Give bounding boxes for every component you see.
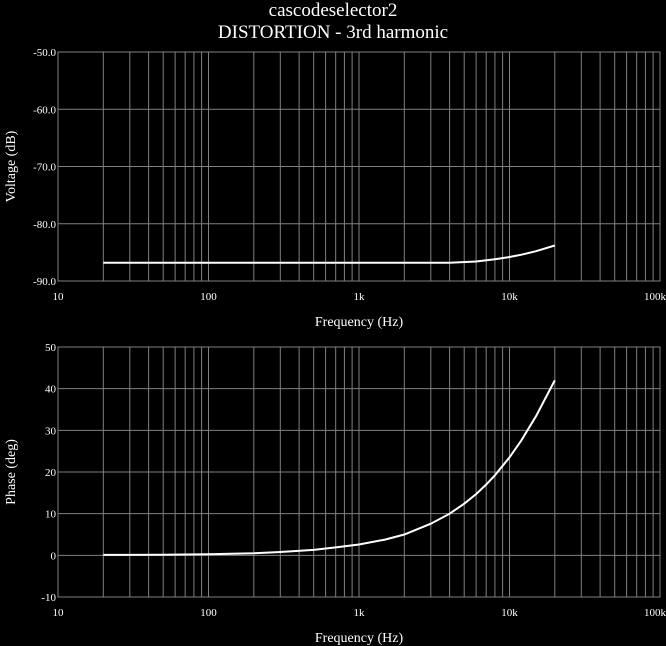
y-axis-label: Voltage (dB) [4,130,19,202]
series-line [103,379,556,556]
y-tick-label: -90.0 [33,276,56,288]
title-block: cascodeselector2 DISTORTION - 3rd harmon… [0,0,666,44]
x-tick-label: 10k [501,291,518,303]
x-tick-label: 100k [644,291,666,303]
y-tick-label: -50.0 [33,47,56,59]
x-tick-label: 1k [354,607,366,619]
y-axis-label: Phase (deg) [4,439,19,505]
chart-subtitle: DISTORTION - 3rd harmonic [217,22,449,43]
x-axis-label: Frequency (Hz) [315,631,404,646]
plot-frame [57,346,661,598]
x-tick-label: 100 [200,607,217,619]
y-tick-label: 20 [45,467,57,479]
y-tick-label: 30 [45,425,57,437]
y-tick-label: -60.0 [33,104,56,116]
y-tick-label: 0 [51,550,57,562]
y-tick-label: 50 [45,342,57,354]
y-tick-label: -80.0 [33,219,56,231]
y-tick-label: -70.0 [33,162,56,174]
y-tick-label: 10 [45,509,57,521]
x-tick-label: 1k [354,291,366,303]
y-tick-label: 40 [45,384,57,396]
x-tick-label: 10 [53,291,65,303]
y-tick-label: -10 [41,592,56,604]
plot-frame [57,51,661,282]
x-tick-label: 100k [644,607,666,619]
x-axis-label: Frequency (Hz) [315,315,404,330]
series-line [103,244,556,264]
plot-1: -50.0 -60.0 -70.0 -80.0 -90.0 10 100 1k 10k 100k F… [4,47,666,330]
chart-title: cascodeselector2 [268,0,398,21]
x-tick-label: 10k [501,607,518,619]
x-tick-label: 10 [53,607,65,619]
x-tick-label: 100 [200,291,217,303]
